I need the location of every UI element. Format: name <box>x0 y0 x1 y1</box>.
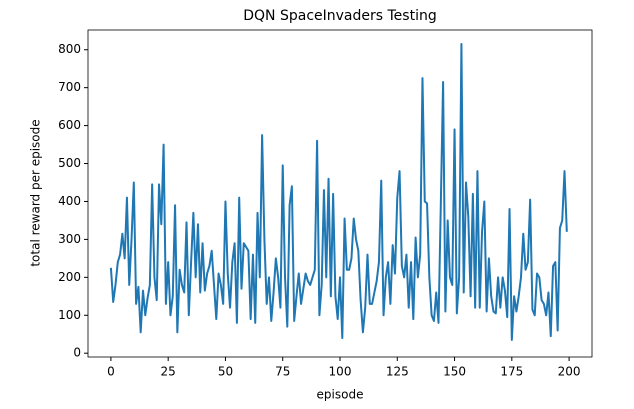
x-tick-label: 150 <box>443 365 466 379</box>
x-tick-label: 125 <box>386 365 409 379</box>
y-axis-label: total reward per episode <box>29 119 43 266</box>
x-tick-label: 75 <box>275 365 290 379</box>
x-tick-label: 0 <box>107 365 115 379</box>
x-tick-label: 50 <box>218 365 233 379</box>
plot-frame <box>87 29 593 358</box>
y-tick-label: 800 <box>58 42 81 56</box>
x-tick-label: 100 <box>329 365 352 379</box>
y-tick-label: 400 <box>58 194 81 208</box>
x-tick-label: 25 <box>161 365 176 379</box>
x-axis-label: episode <box>317 388 364 402</box>
y-tick-label: 100 <box>58 308 81 322</box>
y-tick-label: 300 <box>58 232 81 246</box>
x-tick-label: 175 <box>500 365 523 379</box>
y-tick-label: 0 <box>73 346 81 360</box>
data-line <box>109 43 568 341</box>
x-tick-label: 200 <box>558 365 581 379</box>
y-tick-label: 200 <box>58 270 81 284</box>
y-tick-label: 600 <box>58 118 81 132</box>
y-tick-label: 500 <box>58 156 81 170</box>
y-tick-label: 700 <box>58 80 81 94</box>
chart-title: DQN SpaceInvaders Testing <box>243 8 436 24</box>
